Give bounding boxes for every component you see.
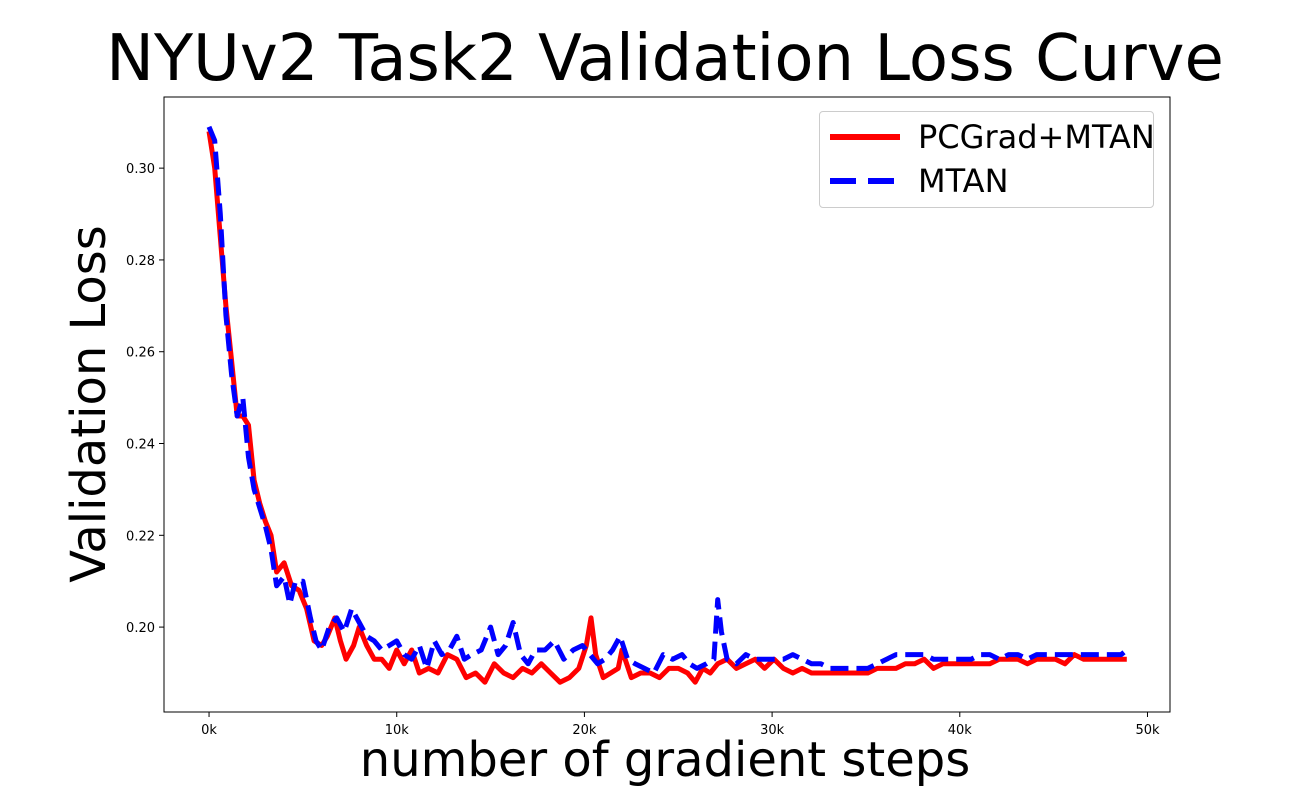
x-tick-label: 10k: [385, 723, 410, 738]
y-tick-label: 0.26: [126, 346, 155, 361]
chart-title: NYUv2 Task2 Validation Loss Curve: [106, 22, 1224, 96]
series-line-mtan: [206, 125, 1129, 676]
axes-layer: 0k 10k 20k 30k 40k 50k 0.20 0.22 0.24 0.26 0.28 0.3…: [126, 162, 1160, 738]
x-tick-label: 0k: [201, 723, 217, 738]
legend-swatch-dashed-blue: [830, 178, 900, 184]
x-tick-label: 40k: [948, 723, 973, 738]
x-tick-label: 20k: [572, 723, 597, 738]
series-layer: [206, 125, 1129, 685]
y-axis-label: Validation Loss: [61, 225, 117, 583]
legend-label: MTAN: [918, 162, 1009, 200]
legend-label: PCGrad+MTAN: [918, 118, 1155, 156]
x-tick-label: 50k: [1135, 723, 1160, 738]
y-tick-label: 0.24: [126, 438, 155, 453]
y-tick-label: 0.30: [126, 162, 155, 177]
x-tick-label: 30k: [760, 723, 785, 738]
x-axis-label: number of gradient steps: [359, 732, 971, 788]
legend-entry-mtan: MTAN: [830, 161, 1009, 201]
y-tick-label: 0.22: [126, 529, 155, 544]
plot-frame: [163, 96, 1171, 713]
legend: PCGrad+MTAN MTAN: [819, 111, 1155, 208]
y-tick-label: 0.20: [126, 621, 155, 636]
legend-entry-pcgrad-mtan: PCGrad+MTAN: [830, 117, 1155, 157]
y-tick-label: 0.28: [126, 254, 155, 269]
series-line-pcgrad-mtan: [206, 131, 1127, 685]
legend-swatch-solid-red: [830, 134, 900, 140]
